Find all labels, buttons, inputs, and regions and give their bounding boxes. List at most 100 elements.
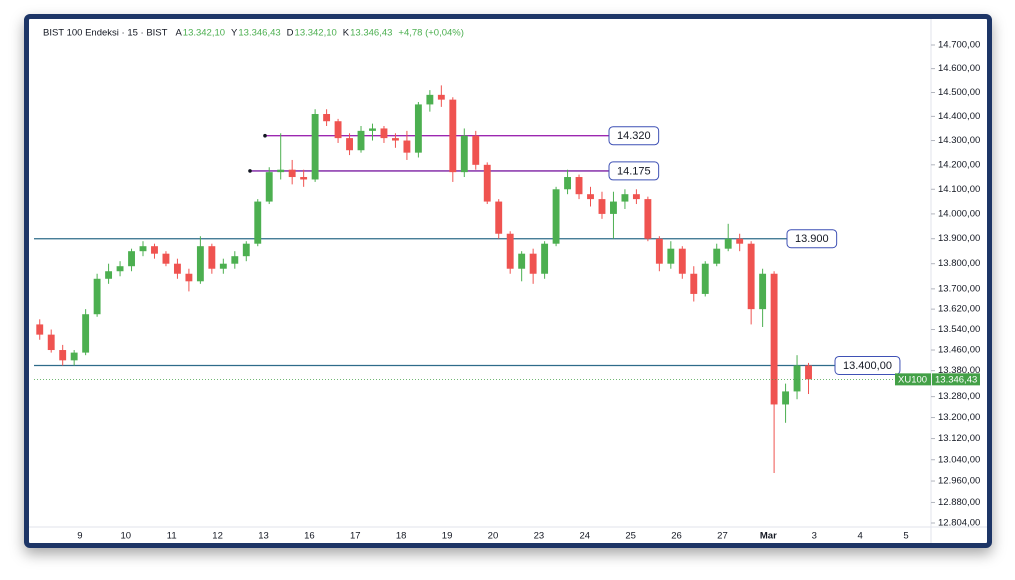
candle-body [151, 246, 158, 254]
ohlc-key: D [287, 28, 294, 39]
x-tick-label: 9 [77, 531, 82, 542]
candle-body [414, 104, 422, 153]
x-tick-label: 5 [903, 531, 908, 542]
candle-body [724, 238, 732, 249]
candle-body [782, 391, 790, 405]
y-tick-label: 13.900,00 [938, 233, 980, 244]
candle-body [59, 350, 67, 361]
x-tick-label: 16 [304, 531, 315, 542]
y-tick-label: 12.804,00 [938, 517, 980, 528]
anchor-point [263, 133, 267, 138]
candle-body [93, 278, 101, 315]
ohlc-key: Y [231, 28, 238, 39]
y-tick-label: 13.800,00 [938, 258, 980, 269]
anchor-point [248, 169, 252, 173]
y-tick-label: 12.880,00 [938, 497, 980, 508]
y-tick-label: 14.000,00 [938, 208, 980, 219]
price-line-label: 14.175 [608, 161, 660, 181]
candle-body [173, 263, 181, 274]
candle-body [265, 172, 273, 202]
x-tick-label: 3 [812, 531, 817, 542]
x-tick-label: 4 [858, 531, 863, 542]
y-tick-label: 12.960,00 [938, 476, 980, 487]
candle-body [610, 201, 617, 214]
price-text: 13.346,43 [935, 374, 977, 385]
candle-body [541, 243, 549, 274]
candle-body [460, 135, 468, 173]
candle-body [747, 243, 755, 310]
price-tag [932, 373, 980, 386]
candle-body [357, 130, 365, 151]
candle-body [219, 263, 227, 269]
candle-body [529, 253, 537, 274]
candle-body [36, 324, 44, 335]
symbol-tag [895, 373, 931, 386]
candle-body [621, 194, 629, 202]
y-tick-label: 14.300,00 [938, 135, 980, 146]
label-box [834, 355, 901, 375]
x-tick-label: 10 [121, 531, 132, 542]
candle-body [655, 238, 663, 264]
candle-body [105, 271, 113, 279]
candle-body [552, 189, 560, 244]
ohlc-key: K [343, 28, 350, 39]
x-tick-label: 23 [534, 531, 545, 542]
ohlc-value: 13.346,43 [350, 28, 392, 39]
candle-body [231, 256, 239, 264]
x-tick-label: 12 [212, 531, 223, 542]
label-text: 14.175 [617, 165, 651, 177]
ohlc-value: 13.342,10 [183, 28, 225, 39]
candle-body [472, 135, 480, 165]
candle-body [793, 365, 801, 392]
symbol-text: XU100 [898, 374, 927, 385]
x-tick-label: 11 [167, 531, 177, 542]
candle-body [403, 140, 411, 153]
candle-body [323, 114, 331, 122]
price-line-label: 13.900 [786, 229, 838, 249]
screenshot-frame: BIST 100 Endeksi · 15 · BIST A 13.342,10 Y… [24, 14, 992, 548]
candle-body [196, 246, 204, 282]
y-tick-label: 13.280,00 [938, 391, 980, 402]
x-tick-label: 27 [717, 531, 728, 542]
candle-body [759, 273, 767, 310]
candle-body [805, 365, 812, 380]
x-tick-label: 26 [671, 531, 682, 542]
label-text: 13.900 [795, 233, 829, 245]
x-tick-label: 17 [350, 531, 361, 542]
ohlc-key: A [175, 28, 182, 39]
candle-body [770, 273, 778, 405]
candle-body [311, 114, 319, 180]
candle-body [437, 94, 445, 100]
candle-body [632, 194, 640, 200]
candle-body [162, 253, 170, 264]
ohlc-value: 13.346,43 [238, 28, 280, 39]
y-tick-label: 13.380,00 [938, 365, 980, 376]
y-tick-label: 13.460,00 [938, 345, 980, 356]
candle-body [392, 138, 399, 141]
change-label: +4,78 (+0,04%) [398, 28, 464, 39]
candle-body [208, 246, 216, 269]
chart-title: BIST 100 Endeksi · 15 · BIST [43, 28, 168, 39]
candle-body [128, 251, 135, 267]
label-box [608, 161, 660, 181]
candle-body [506, 233, 514, 269]
x-tick-label: 19 [442, 531, 453, 542]
y-tick-label: 13.040,00 [938, 454, 980, 465]
y-tick-label: 13.620,00 [938, 304, 980, 315]
candle-body [483, 164, 491, 202]
candle-body [47, 334, 55, 351]
y-tick-label: 14.500,00 [938, 87, 980, 98]
candle-body [185, 273, 193, 282]
y-tick-label: 13.700,00 [938, 283, 980, 294]
x-tick-label: 24 [579, 531, 590, 542]
candle-body [334, 121, 342, 139]
x-tick-label: 20 [488, 531, 499, 542]
price-line-label: 14.320 [608, 126, 660, 146]
candle-body [690, 273, 698, 294]
y-tick-label: 14.400,00 [938, 111, 980, 122]
candle-body [701, 263, 709, 294]
y-tick-label: 14.100,00 [938, 184, 980, 195]
x-tick-label: 13 [258, 531, 269, 542]
candle-body [277, 169, 285, 173]
candle-body [644, 199, 652, 239]
